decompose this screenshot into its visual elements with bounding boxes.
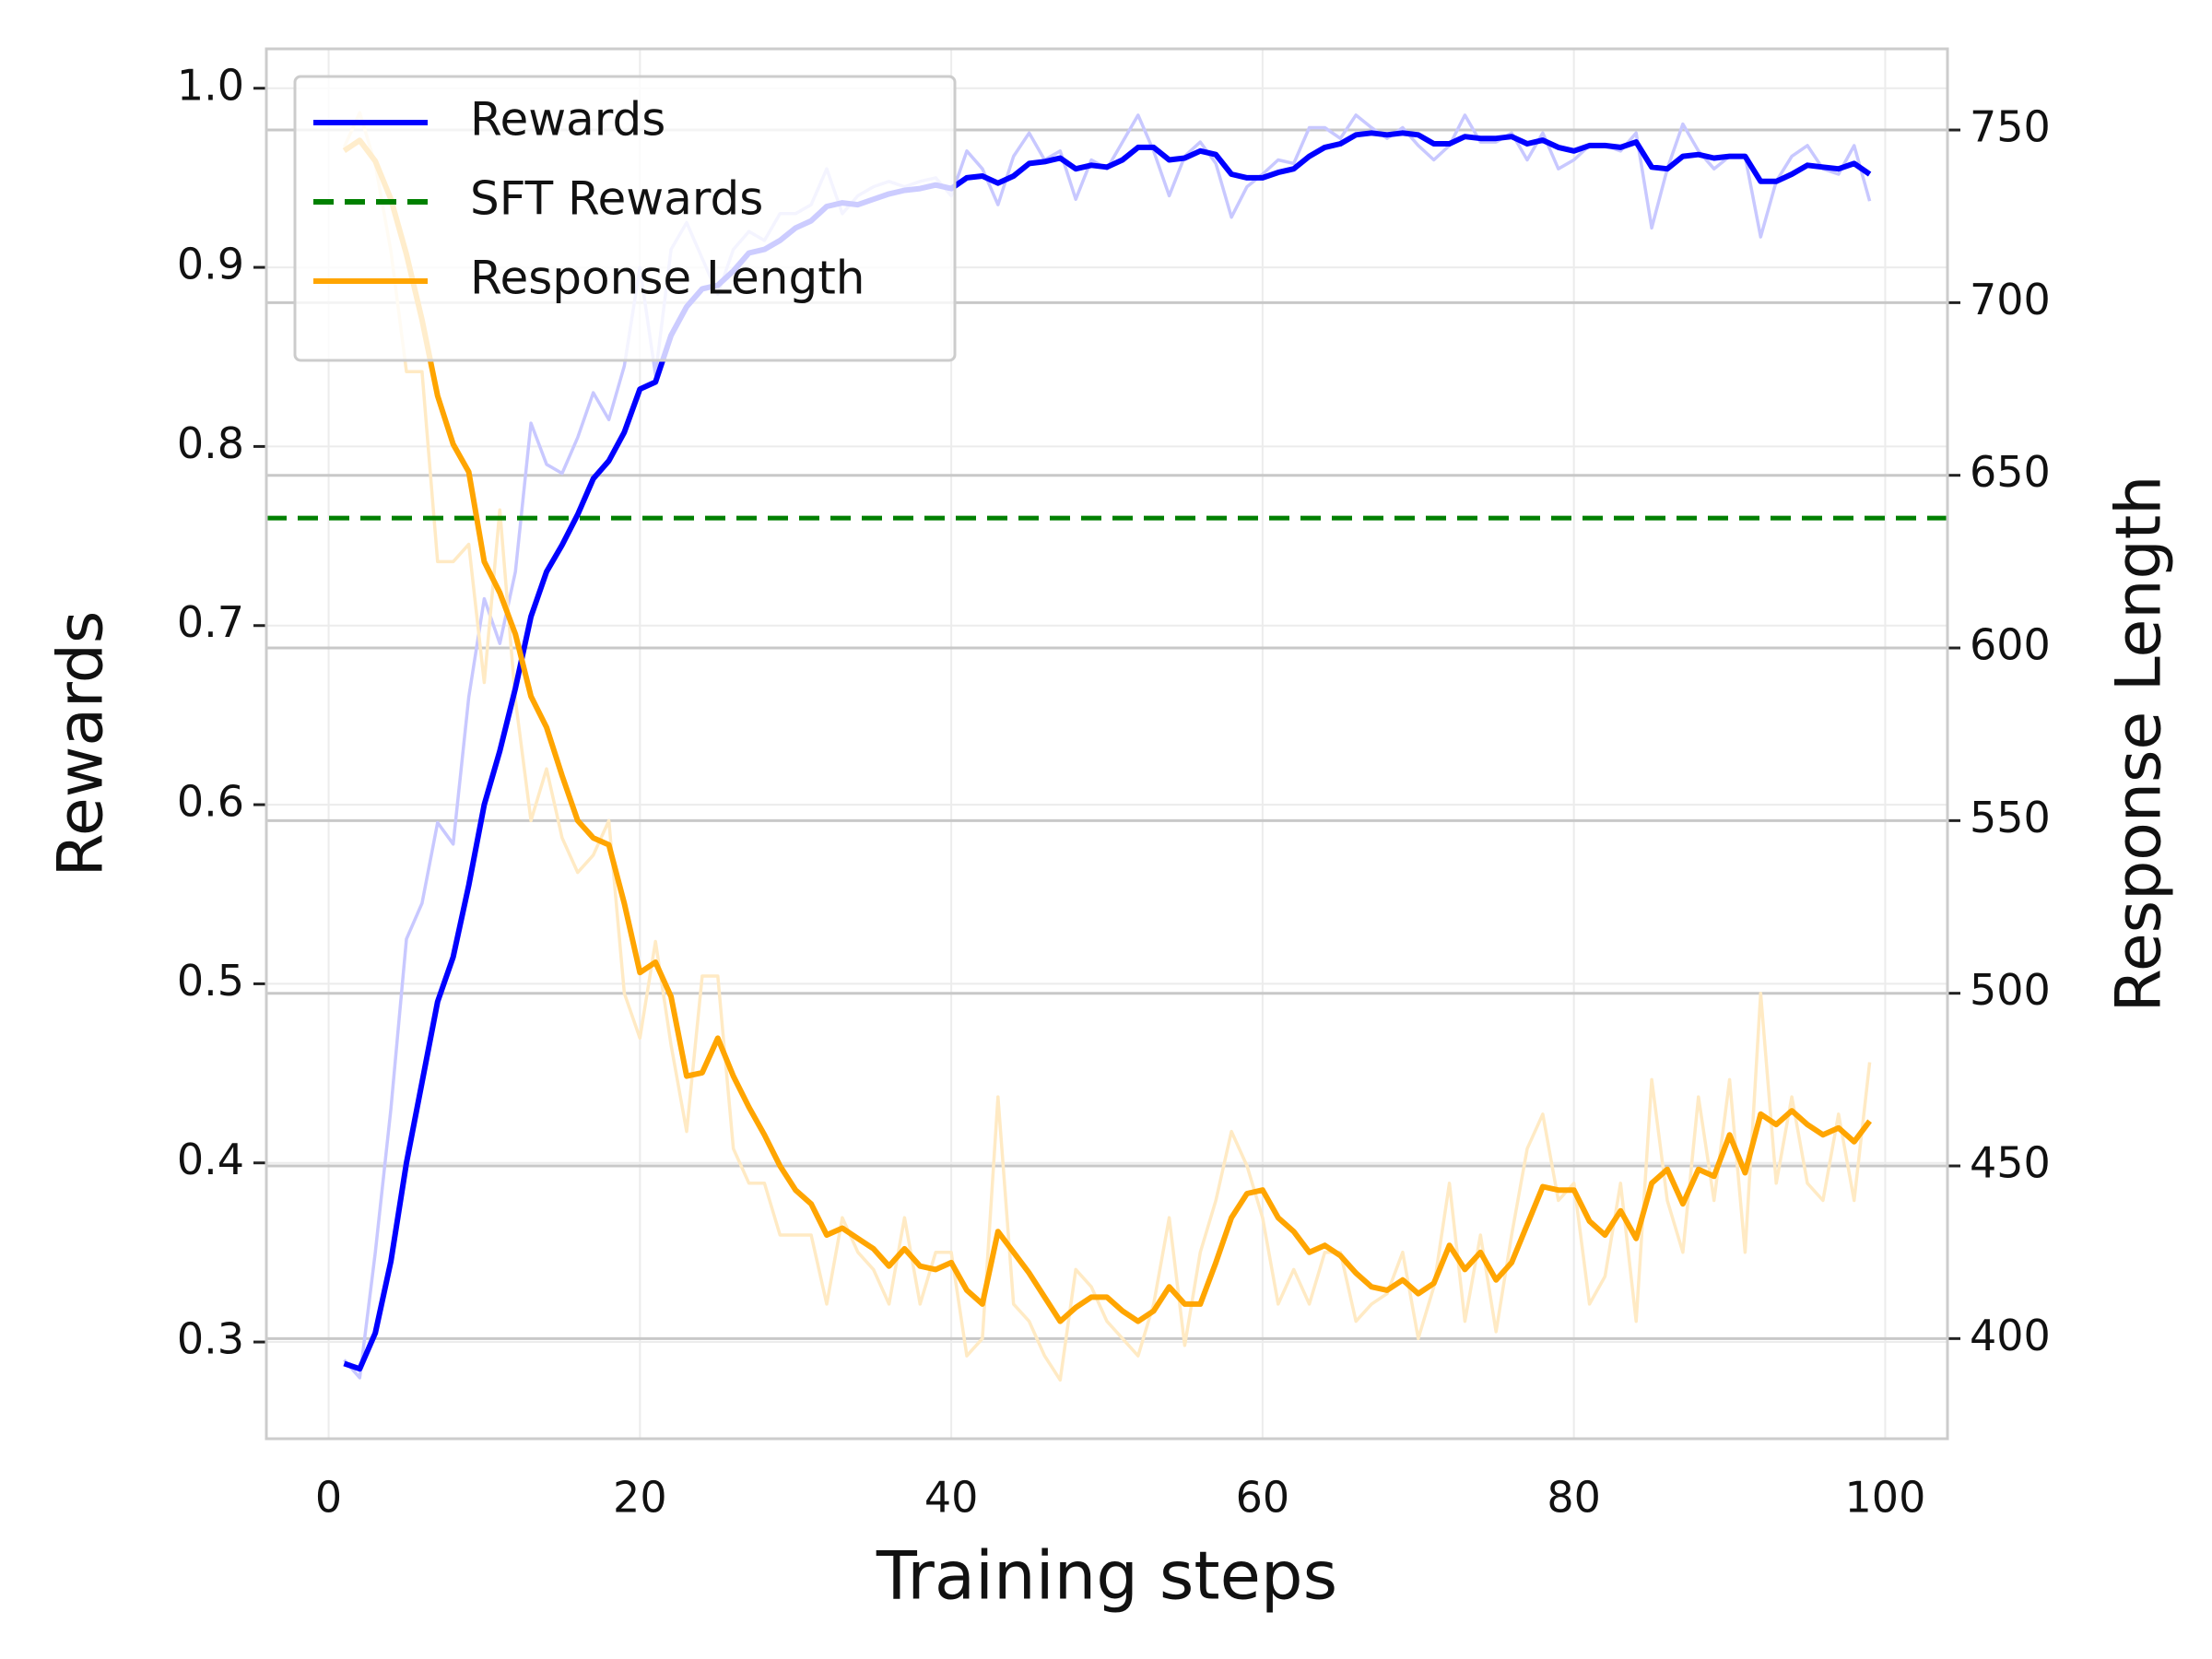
x-axis-label: Training steps: [876, 1537, 1337, 1615]
y2-tick-label: 500: [1970, 965, 2051, 1015]
y2-tick-label: 600: [1970, 620, 2051, 670]
y2-tick-label: 450: [1970, 1138, 2051, 1188]
y-tick-label: 0.6: [177, 777, 244, 827]
legend-label: Response Length: [470, 252, 865, 305]
y2-tick-label: 700: [1970, 275, 2051, 324]
plot-frame: [265, 47, 1949, 1441]
x-tick-label: 60: [1236, 1473, 1290, 1523]
y2-tick-label: 650: [1970, 447, 2051, 497]
y2-axis-label: Response Length: [2103, 476, 2176, 1013]
y-tick-label: 0.3: [177, 1314, 244, 1364]
series-line: [343, 130, 1872, 1372]
x-tick-label: 0: [315, 1473, 342, 1523]
x-tick-label: 100: [1845, 1473, 1926, 1523]
y2-tick-label: 550: [1970, 793, 2051, 842]
legend-label: SFT Rewards: [470, 172, 763, 226]
y-axis-label: Rewards: [45, 611, 118, 877]
y2-tick-label: 750: [1970, 102, 2051, 152]
x-tick-label: 20: [613, 1473, 667, 1523]
y-tick-label: 0.4: [177, 1135, 244, 1184]
y-tick-label: 0.7: [177, 597, 244, 647]
y-tick-label: 0.9: [177, 240, 244, 289]
y-tick-label: 0.8: [177, 418, 244, 468]
x-tick-label: 80: [1547, 1473, 1601, 1523]
series-line: [342, 137, 1872, 1324]
legend-label: Rewards: [470, 93, 665, 147]
y-tick-label: 1.0: [177, 60, 244, 110]
legend-box: [293, 75, 957, 362]
x-tick-label: 40: [924, 1473, 979, 1523]
y2-tick-label: 400: [1970, 1311, 2051, 1360]
y-tick-label: 0.5: [177, 956, 244, 1006]
